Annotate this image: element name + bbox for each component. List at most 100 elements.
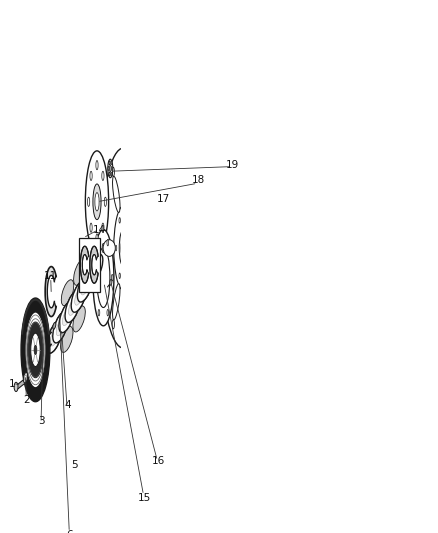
Text: 17: 17: [157, 194, 170, 204]
Ellipse shape: [25, 312, 46, 388]
Ellipse shape: [110, 165, 111, 172]
Ellipse shape: [87, 268, 95, 285]
Ellipse shape: [90, 254, 103, 281]
Ellipse shape: [101, 148, 146, 348]
Ellipse shape: [119, 273, 120, 279]
Ellipse shape: [46, 321, 62, 353]
Ellipse shape: [112, 320, 114, 329]
Ellipse shape: [90, 223, 92, 232]
Text: 11: 11: [44, 271, 57, 281]
Ellipse shape: [85, 151, 109, 253]
Text: 15: 15: [138, 493, 151, 503]
Ellipse shape: [96, 234, 98, 243]
Ellipse shape: [31, 333, 40, 367]
Ellipse shape: [111, 166, 113, 171]
Ellipse shape: [93, 260, 100, 275]
Ellipse shape: [53, 311, 68, 343]
Ellipse shape: [107, 310, 109, 316]
Ellipse shape: [110, 279, 112, 285]
Ellipse shape: [23, 373, 28, 383]
Ellipse shape: [49, 328, 59, 347]
Ellipse shape: [97, 248, 110, 308]
Ellipse shape: [28, 322, 43, 378]
Ellipse shape: [53, 312, 68, 342]
Ellipse shape: [115, 245, 117, 251]
Text: 18: 18: [191, 175, 205, 185]
Text: 16: 16: [151, 456, 165, 466]
Ellipse shape: [61, 280, 74, 306]
Ellipse shape: [103, 240, 115, 256]
Ellipse shape: [132, 320, 134, 329]
Ellipse shape: [65, 291, 81, 322]
Ellipse shape: [102, 244, 104, 253]
Ellipse shape: [109, 172, 110, 176]
Ellipse shape: [78, 271, 93, 302]
Ellipse shape: [113, 176, 120, 213]
Ellipse shape: [98, 310, 100, 316]
Ellipse shape: [46, 321, 62, 353]
Ellipse shape: [104, 197, 106, 206]
Ellipse shape: [127, 176, 134, 213]
Ellipse shape: [110, 161, 112, 165]
Ellipse shape: [126, 273, 127, 279]
Ellipse shape: [68, 297, 78, 316]
Ellipse shape: [142, 244, 145, 253]
Ellipse shape: [62, 308, 71, 326]
Ellipse shape: [107, 239, 109, 246]
Ellipse shape: [121, 238, 126, 258]
Text: 14: 14: [92, 224, 106, 235]
Ellipse shape: [59, 301, 74, 333]
Ellipse shape: [73, 306, 85, 332]
Text: 5: 5: [71, 459, 78, 470]
Ellipse shape: [78, 271, 93, 302]
Ellipse shape: [95, 192, 99, 211]
Text: 3: 3: [38, 416, 44, 426]
Ellipse shape: [50, 329, 59, 346]
Ellipse shape: [65, 292, 81, 322]
Ellipse shape: [25, 375, 27, 380]
Ellipse shape: [132, 167, 134, 176]
Ellipse shape: [56, 319, 65, 336]
FancyBboxPatch shape: [79, 238, 100, 292]
Text: 1: 1: [9, 379, 16, 389]
Ellipse shape: [59, 301, 74, 333]
Ellipse shape: [119, 217, 120, 223]
Ellipse shape: [62, 308, 71, 326]
Polygon shape: [80, 246, 88, 283]
Ellipse shape: [130, 245, 131, 251]
Ellipse shape: [56, 318, 65, 337]
Ellipse shape: [108, 159, 113, 177]
Ellipse shape: [53, 322, 56, 329]
Ellipse shape: [81, 277, 90, 296]
Ellipse shape: [84, 260, 99, 292]
Ellipse shape: [87, 266, 96, 286]
Ellipse shape: [114, 206, 133, 290]
Ellipse shape: [75, 288, 83, 305]
Ellipse shape: [96, 160, 98, 169]
Ellipse shape: [131, 240, 144, 256]
Ellipse shape: [78, 271, 93, 302]
Ellipse shape: [84, 261, 99, 291]
Ellipse shape: [53, 311, 68, 343]
Ellipse shape: [102, 171, 104, 181]
Ellipse shape: [74, 260, 86, 285]
Ellipse shape: [84, 260, 99, 292]
Ellipse shape: [71, 281, 87, 312]
Ellipse shape: [71, 281, 87, 312]
Ellipse shape: [74, 287, 84, 306]
Ellipse shape: [126, 217, 127, 223]
Ellipse shape: [65, 291, 81, 322]
Ellipse shape: [71, 281, 87, 312]
Ellipse shape: [21, 298, 50, 402]
Ellipse shape: [14, 382, 18, 392]
Ellipse shape: [34, 345, 37, 354]
Ellipse shape: [90, 171, 92, 181]
Ellipse shape: [81, 278, 89, 295]
Ellipse shape: [92, 260, 100, 276]
Ellipse shape: [112, 167, 114, 176]
Ellipse shape: [94, 274, 95, 281]
Text: 4: 4: [64, 400, 71, 410]
Text: 19: 19: [226, 160, 239, 169]
Ellipse shape: [93, 184, 101, 220]
Ellipse shape: [111, 274, 113, 281]
